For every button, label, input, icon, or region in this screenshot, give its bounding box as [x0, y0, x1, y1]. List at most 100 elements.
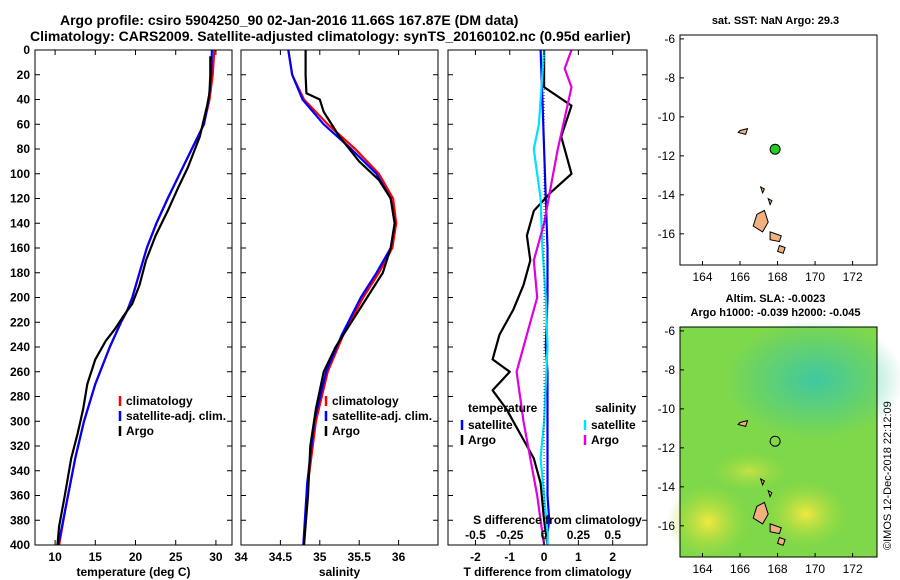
map-x-tick-label: 164 [692, 270, 712, 284]
x-tick-label: 36 [392, 550, 406, 564]
series-salinity-satellite-adj-clim- [287, 49, 396, 546]
y-tick-label: 40 [17, 93, 31, 107]
y-tick-label: 220 [10, 315, 30, 329]
island [737, 419, 749, 428]
y-tick-label: 260 [10, 365, 30, 379]
y-tick-label: 340 [10, 464, 30, 478]
map-x-tick-label: 164 [692, 562, 712, 576]
series-differences-t-satellite [539, 49, 551, 545]
series-temperature-satellite-adj-clim- [57, 49, 213, 546]
series-differences-t-satellite-cyan- [532, 49, 549, 545]
map-frame [679, 326, 878, 558]
y-tick-label: 400 [10, 538, 30, 552]
map-x-tick-label: 166 [730, 562, 750, 576]
figure-title-line2: Climatology: CARS2009. Satellite-adjuste… [30, 28, 631, 44]
x-tick-label: 1 [575, 550, 582, 564]
y-tick-label: 380 [10, 513, 30, 527]
map-y-tick-label: -12 [658, 149, 676, 163]
map-y-tick-label: -16 [658, 519, 676, 533]
series-temperature-argo [56, 56, 212, 546]
series-temperature-climatology [58, 49, 216, 546]
x-tick-label: 34 [234, 550, 248, 564]
series-salinity-argo [302, 50, 396, 546]
legend-label: Argo [126, 424, 154, 438]
legend-label: satellite [468, 418, 513, 432]
map-y-tick-label: -6 [664, 32, 675, 46]
legend-label: Argo [332, 424, 360, 438]
x-tick-label: 15 [89, 550, 103, 564]
island [769, 523, 782, 535]
x-tick-label: 34.5 [269, 550, 293, 564]
x-tick-label: -2 [470, 550, 481, 564]
map-y-tick-label: -12 [658, 441, 676, 455]
legend-label: climatology [126, 394, 193, 408]
island [737, 127, 749, 136]
island [759, 185, 766, 195]
y-tick-label: 0 [23, 43, 30, 57]
x-axis-label: salinity [319, 565, 361, 579]
legend-label: Argo [468, 433, 496, 447]
map-y-tick-label: -14 [658, 480, 676, 494]
top-tick-label: 0.25 [567, 528, 591, 542]
legend-header-temperature: temperature [468, 401, 538, 415]
y-tick-label: 100 [10, 167, 30, 181]
map-sst_map: 164 166 168 170 172 -6 -8 -10 -12 -14 -16 sat. SST:… [658, 15, 878, 284]
x-axis-label: temperature (deg C) [76, 565, 190, 579]
legend-label: satellite-adj. clim. [332, 409, 432, 423]
map-x-tick-label: 170 [805, 270, 825, 284]
figure-title-line1: Argo profile: csiro 5904250_90 02-Jan-20… [60, 12, 519, 28]
map-x-tick-label: 170 [805, 562, 825, 576]
island [752, 209, 769, 233]
island [776, 536, 786, 546]
island [759, 477, 766, 487]
top-tick-label: -0.5 [465, 528, 486, 542]
map-x-tick-label: 168 [768, 270, 788, 284]
x-tick-label: 20 [129, 550, 143, 564]
y-tick-label: 200 [10, 291, 30, 305]
island [776, 244, 786, 254]
y-tick-label: 80 [17, 142, 31, 156]
argo-location-marker [769, 435, 781, 447]
series-differences-s-argo [515, 49, 573, 546]
map-subtitle: Argo h1000: -0.039 h2000: -0.045 [691, 307, 861, 319]
top-axis-label: S difference from climatology [473, 513, 642, 527]
legend-label: satellite-adj. clim. [126, 409, 226, 423]
y-tick-label: 120 [10, 192, 30, 206]
x-tick-label: 35.5 [348, 550, 372, 564]
y-tick-label: 140 [10, 216, 30, 230]
panel-salinity: 34 34.5 35 35.5 36 salinity climatologysatelli… [234, 49, 439, 579]
legend-label: satellite [591, 418, 636, 432]
map-y-tick-label: -8 [664, 363, 675, 377]
map-y-tick-label: -10 [658, 110, 676, 124]
argo-location-marker [769, 143, 781, 155]
panel-temperature: 10 15 20 25 30020406080100120140160180200220… [10, 43, 233, 579]
y-tick-label: 280 [10, 390, 30, 404]
map-x-tick-label: 168 [768, 562, 788, 576]
sla-cool-patch [725, 319, 900, 440]
y-tick-label: 360 [10, 489, 30, 503]
y-tick-label: 160 [10, 241, 30, 255]
island [767, 197, 773, 206]
legend-label: Argo [591, 433, 619, 447]
top-tick-label: -0.25 [496, 528, 524, 542]
map-x-tick-label: 172 [843, 270, 863, 284]
y-tick-label: 20 [17, 68, 31, 82]
map-y-tick-label: -16 [658, 227, 676, 241]
y-tick-label: 60 [17, 117, 31, 131]
y-tick-label: 180 [10, 266, 30, 280]
map-y-tick-label: -6 [664, 324, 675, 338]
map-title: Altim. SLA: -0.0023 [726, 293, 826, 305]
map-y-tick-label: -10 [658, 402, 676, 416]
plot-frame-salinity [240, 49, 439, 546]
island [752, 501, 769, 525]
island [767, 489, 773, 498]
island [769, 231, 782, 243]
x-tick-label: 35 [313, 550, 327, 564]
top-tick-label: 0 [541, 528, 548, 542]
top-tick-label: 0.5 [604, 528, 621, 542]
map-sla_map: 164 166 168 170 172 -6 -8 -10 -12 -14 -16 Altim. SL… [658, 293, 900, 576]
map-frame [679, 34, 878, 266]
x-tick-label: -1 [504, 550, 515, 564]
x-axis-label: T difference from climatology [463, 565, 631, 579]
x-tick-label: 10 [48, 550, 62, 564]
